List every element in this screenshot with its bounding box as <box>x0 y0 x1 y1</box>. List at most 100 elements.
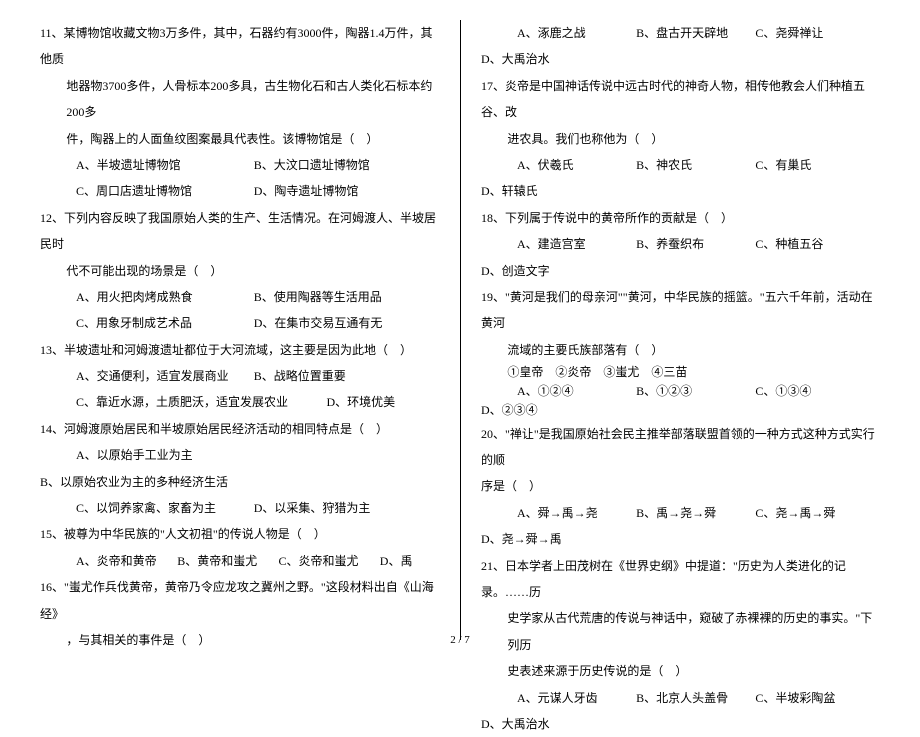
q19-a: A、①②④ <box>517 382 633 401</box>
q15-stem-l1: 15、被尊为中华民族的"人文初祖"的传说人物是（ ） <box>40 521 440 547</box>
q14-a-row: A、以原始手工业为主 <box>40 442 440 468</box>
q16-d-row: D、大禹治水 <box>481 46 880 72</box>
q14-a: A、以原始手工业为主 <box>76 448 193 462</box>
q11-b: B、大汶口遗址博物馆 <box>254 152 429 178</box>
q14-stem-l1: 14、河姆渡原始居民和半坡原始居民经济活动的相同特点是（ ） <box>40 416 440 442</box>
q20-stem-l2: 序是（ ） <box>481 473 880 499</box>
q19-stem-l2: 流域的主要氏族部落有（ ） <box>481 337 880 363</box>
q15-d: D、禹 <box>380 548 413 574</box>
q11-stem-l2: 地器物3700多件，人骨标本200多具，古生物化石和古人类化石标本约200多 <box>40 73 440 126</box>
q11-opts-1: A、半坡遗址博物馆 B、大汶口遗址博物馆 <box>40 152 440 178</box>
q18-stem-l1: 18、下列属于传说中的黄帝所作的贡献是（ ） <box>481 205 880 231</box>
q13-d: D、环境优美 <box>327 389 396 415</box>
q18-a: A、建造宫室 <box>517 231 633 257</box>
q12-stem-l1: 12、下列内容反映了我国原始人类的生产、生活情况。在河姆渡人、半坡居民时 <box>40 205 440 258</box>
q18-c: C、种植五谷 <box>755 231 871 257</box>
q13-a: A、交通便利，适宜发展商业 <box>76 363 251 389</box>
q19-d: D、②③④ <box>481 403 538 417</box>
q12-opts-2: C、用象牙制成艺术品 D、在集市交易互通有无 <box>40 310 440 336</box>
q16-d: D、大禹治水 <box>481 52 550 66</box>
q15-a: A、炎帝和黄帝 <box>76 548 174 574</box>
q13: 13、半坡遗址和河姆渡遗址都位于大河流域，这主要是因为此地（ ） A、交通便利，… <box>40 337 440 416</box>
q21-a: A、元谋人牙齿 <box>517 685 633 711</box>
q16-c: C、尧舜禅让 <box>755 20 871 46</box>
q11-c: C、周口店遗址博物馆 <box>76 178 251 204</box>
q17: 17、炎帝是中国神话传说中远古时代的神奇人物，相传他教会人们种植五谷、改 进农具… <box>481 73 880 205</box>
q14-d: D、以采集、狩猎为主 <box>254 495 429 521</box>
q12-a: A、用火把肉烤成熟食 <box>76 284 251 310</box>
q20-stem-l1: 20、"禅让"是我国原始社会民主推举部落联盟首领的一种方式这种方式实行的顺 <box>481 421 880 474</box>
q13-c: C、靠近水源，土质肥沃，适宜发展农业 <box>76 389 324 415</box>
q13-opts-2: C、靠近水源，土质肥沃，适宜发展农业 D、环境优美 <box>40 389 440 415</box>
q16-a: A、涿鹿之战 <box>517 20 633 46</box>
q14-b: B、以原始农业为主的多种经济生活 <box>40 475 228 489</box>
q17-stem-l2: 进农具。我们也称他为（ ） <box>481 126 880 152</box>
page-number: 2 / 7 <box>450 634 470 646</box>
q20-abc: A、舜→禹→尧 B、禹→尧→舜 C、尧→禹→舜 <box>481 500 880 526</box>
q17-stem-l1: 17、炎帝是中国神话传说中远古时代的神奇人物，相传他教会人们种植五谷、改 <box>481 73 880 126</box>
q17-a: A、伏羲氏 <box>517 152 633 178</box>
q16-opts: A、涿鹿之战 B、盘古开天辟地 C、尧舜禅让 D、大禹治水 <box>481 20 880 73</box>
left-column: 11、某博物馆收藏文物3万多件，其中，石器约有3000件，陶器1.4万件，其他质… <box>40 20 460 640</box>
q21-abc: A、元谋人牙齿 B、北京人头盖骨 C、半坡彩陶盆 <box>481 685 880 711</box>
q21-stem-l3: 史表述来源于历史传说的是（ ） <box>481 658 880 684</box>
q19-d-row: D、②③④ <box>481 401 880 420</box>
q14: 14、河姆渡原始居民和半坡原始居民经济活动的相同特点是（ ） A、以原始手工业为… <box>40 416 440 522</box>
q20: 20、"禅让"是我国原始社会民主推举部落联盟首领的一种方式这种方式实行的顺 序是… <box>481 421 880 553</box>
q21-d-row: D、大禹治水 <box>481 711 880 737</box>
q19-c: C、①③④ <box>755 382 871 401</box>
q16-abc: A、涿鹿之战 B、盘古开天辟地 C、尧舜禅让 <box>481 20 880 46</box>
q12-opts-1: A、用火把肉烤成熟食 B、使用陶器等生活用品 <box>40 284 440 310</box>
page-footer: 2 / 7 <box>0 634 920 646</box>
q17-d-row: D、轩辕氏 <box>481 178 880 204</box>
q19-b: B、①②③ <box>636 382 752 401</box>
q17-b: B、神农氏 <box>636 152 752 178</box>
q13-stem-l1: 13、半坡遗址和河姆渡遗址都位于大河流域，这主要是因为此地（ ） <box>40 337 440 363</box>
q17-abc: A、伏羲氏 B、神农氏 C、有巢氏 <box>481 152 880 178</box>
q18-abc: A、建造宫室 B、养蚕织布 C、种植五谷 <box>481 231 880 257</box>
q12-d: D、在集市交易互通有无 <box>254 310 429 336</box>
q18-d: D、创造文字 <box>481 264 550 278</box>
q18-b: B、养蚕织布 <box>636 231 752 257</box>
q11: 11、某博物馆收藏文物3万多件，其中，石器约有3000件，陶器1.4万件，其他质… <box>40 20 440 205</box>
q21-d: D、大禹治水 <box>481 717 550 731</box>
q19-abc: A、①②④ B、①②③ C、①③④ <box>481 382 880 401</box>
q11-d: D、陶寺遗址博物馆 <box>254 178 429 204</box>
q11-opts-2: C、周口店遗址博物馆 D、陶寺遗址博物馆 <box>40 178 440 204</box>
q18-d-row: D、创造文字 <box>481 258 880 284</box>
q12-stem-l2: 代不可能出现的场景是（ ） <box>40 258 440 284</box>
q12: 12、下列内容反映了我国原始人类的生产、生活情况。在河姆渡人、半坡居民时 代不可… <box>40 205 440 337</box>
q20-d-row: D、尧→舜→禹 <box>481 526 880 552</box>
q17-d: D、轩辕氏 <box>481 184 538 198</box>
q21-stem-l1: 21、日本学者上田茂树在《世界史纲》中提道："历史为人类进化的记录。……历 <box>481 553 880 606</box>
q21-c: C、半坡彩陶盆 <box>755 685 871 711</box>
q19-nums: ①皇帝 ②炎帝 ③蚩尤 ④三苗 <box>481 363 880 382</box>
page: 11、某博物馆收藏文物3万多件，其中，石器约有3000件，陶器1.4万件，其他质… <box>0 0 920 650</box>
q14-c: C、以饲养家禽、家畜为主 <box>76 495 251 521</box>
q11-stem-l1: 11、某博物馆收藏文物3万多件，其中，石器约有3000件，陶器1.4万件，其他质 <box>40 20 440 73</box>
q19-stem-l1: 19、"黄河是我们的母亲河""黄河，中华民族的摇篮。"五六千年前，活动在黄河 <box>481 284 880 337</box>
q18: 18、下列属于传说中的黄帝所作的贡献是（ ） A、建造宫室 B、养蚕织布 C、种… <box>481 205 880 284</box>
q12-b: B、使用陶器等生活用品 <box>254 284 429 310</box>
q16-stem-l1: 16、"蚩尤作兵伐黄帝，黄帝乃令应龙攻之冀州之野。"这段材料出自《山海经》 <box>40 574 440 627</box>
q21-b: B、北京人头盖骨 <box>636 685 752 711</box>
q20-b: B、禹→尧→舜 <box>636 500 752 526</box>
q12-c: C、用象牙制成艺术品 <box>76 310 251 336</box>
q16-b: B、盘古开天辟地 <box>636 20 752 46</box>
right-column: A、涿鹿之战 B、盘古开天辟地 C、尧舜禅让 D、大禹治水 17、炎帝是中国神话… <box>460 20 880 640</box>
q15: 15、被尊为中华民族的"人文初祖"的传说人物是（ ） A、炎帝和黄帝 B、黄帝和… <box>40 521 440 574</box>
q20-c: C、尧→禹→舜 <box>755 500 871 526</box>
q13-b: B、战略位置重要 <box>254 363 429 389</box>
q13-opts-1: A、交通便利，适宜发展商业 B、战略位置重要 <box>40 363 440 389</box>
q14-cd-row: C、以饲养家禽、家畜为主 D、以采集、狩猎为主 <box>40 495 440 521</box>
q21-stem-l2: 史学家从古代荒唐的传说与神话中，窥破了赤裸裸的历史的事实。"下列历 <box>481 605 880 658</box>
q14-b-row: B、以原始农业为主的多种经济生活 <box>40 469 440 495</box>
q19: 19、"黄河是我们的母亲河""黄河，中华民族的摇篮。"五六千年前，活动在黄河 流… <box>481 284 880 421</box>
q11-a: A、半坡遗址博物馆 <box>76 152 251 178</box>
q15-opts: A、炎帝和黄帝 B、黄帝和蚩尤 C、炎帝和蚩尤 D、禹 <box>40 548 440 574</box>
q17-c: C、有巢氏 <box>755 152 871 178</box>
q15-c: C、炎帝和蚩尤 <box>279 548 377 574</box>
q20-a: A、舜→禹→尧 <box>517 500 633 526</box>
q11-stem-l3: 件，陶器上的人面鱼纹图案最具代表性。该博物馆是（ ） <box>40 126 440 152</box>
q15-b: B、黄帝和蚩尤 <box>177 548 275 574</box>
